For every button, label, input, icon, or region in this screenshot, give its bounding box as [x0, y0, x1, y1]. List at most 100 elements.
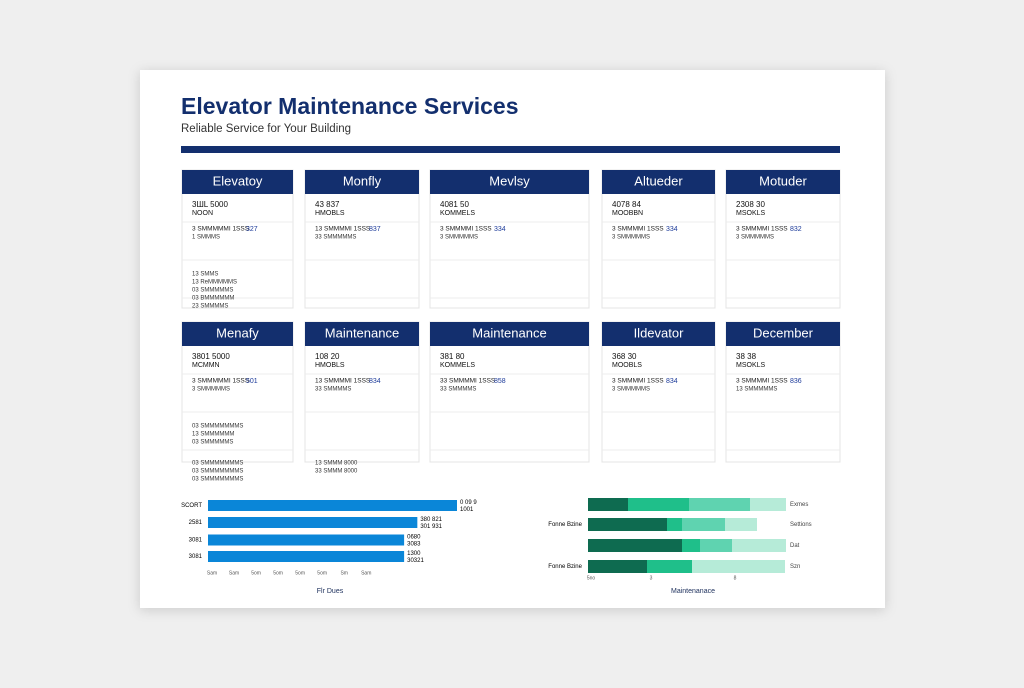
stack-segment [692, 560, 785, 573]
card-item: 13 SMMMMMS [736, 387, 777, 393]
card-item: 13 SMMMMMM [192, 432, 234, 438]
card-lead: 3 SMMMMI 1SSS [736, 226, 788, 233]
card-item: 03 SMMMMMMMS [192, 477, 243, 483]
card-lead: 3 SMMMMI 1SSS [736, 378, 788, 385]
stack-right-label: Settions [790, 522, 812, 528]
x-tick-label: 5om [251, 570, 261, 576]
stack-segment [588, 539, 682, 552]
card-label: KOMMELS [440, 210, 475, 217]
card-item: 03 SMMMMMS [192, 288, 233, 294]
card-code: 38 38 [736, 352, 757, 361]
stack-segment [588, 498, 628, 511]
card-amount: 834 [369, 378, 381, 385]
stack-segment [682, 518, 725, 531]
card-item: 03 SMMMMMS [192, 440, 233, 446]
card-item: 33 SMMM 8000 [315, 469, 358, 475]
card-header [602, 170, 715, 194]
card-title: Mevlsy [489, 173, 530, 188]
card-header [182, 170, 293, 194]
x-tick-label: 3 [650, 575, 653, 581]
card-title: Ildevator [634, 325, 685, 340]
bar-category: 3081 [189, 554, 203, 560]
card-title: Elevatoy [213, 173, 263, 188]
card-code: 2308 30 [736, 200, 765, 209]
card-header [182, 322, 293, 346]
bar-category: SCORT [181, 503, 202, 509]
rule [181, 146, 840, 153]
card-amount: 501 [246, 378, 258, 385]
stack-category: Fonne Bzine [548, 522, 582, 528]
card-code: 3801 5000 [192, 352, 230, 361]
card-header [305, 170, 419, 194]
card-item: 3 SMMMMMS [612, 235, 650, 241]
card-item: 3 SMMMMMS [736, 235, 774, 241]
card-item: 03 SMMMMMMMS [192, 469, 243, 475]
x-tick-label: 5om [273, 570, 283, 576]
card-lead: 3 SMMMMI 1SSS [612, 378, 664, 385]
card-item: 03 BMMMMMM [192, 296, 234, 302]
bar-annotation: 3083 [407, 542, 421, 548]
card-item: 3 SMMMMMS [440, 235, 478, 241]
bar [208, 500, 457, 511]
x-tick-label: 5om [317, 570, 327, 576]
card-header [305, 322, 419, 346]
card-title: December [753, 325, 814, 340]
card-label: MSOKLS [736, 210, 766, 217]
card-code: 4078 84 [612, 200, 641, 209]
stack-right-label: Szn [790, 564, 800, 570]
card-amount: 837 [369, 226, 381, 233]
card-lead: 3 SMMMMMI 1SSS [192, 378, 250, 385]
stack-segment [689, 498, 750, 511]
x-axis-label: Maintenanace [671, 588, 715, 595]
card-amount: 834 [666, 378, 678, 385]
stack-segment [682, 539, 700, 552]
card-item: 1 SMMMS [192, 235, 220, 241]
x-tick-label: Sm [340, 570, 348, 576]
bar-annotation: 0680 [407, 535, 421, 541]
stack-segment [725, 518, 757, 531]
stack-segment [588, 518, 667, 531]
card-amount: 836 [790, 378, 802, 385]
stack-right-label: Dat [790, 543, 800, 549]
card-item: 3 SMMMMMS [612, 387, 650, 393]
subtitle: Reliable Service for Your Building [181, 123, 351, 135]
card-title: Menafy [216, 325, 259, 340]
x-tick-label: Sam [361, 570, 371, 576]
card-amount: 334 [666, 226, 678, 233]
card-item: 13 ReMMMMMS [192, 280, 237, 286]
card-title: Maintenance [325, 325, 399, 340]
card-lead: 3 SMMMMI 1SSS [612, 226, 664, 233]
card-item: 33 SMMMMS [315, 387, 351, 393]
x-tick-label: 8 [734, 575, 737, 581]
card-label: MCMMN [192, 362, 220, 369]
card-item: 13 SMMS [192, 272, 218, 278]
bar-category: 2581 [189, 520, 203, 526]
card-code: 3ШL 5000 [192, 200, 229, 209]
bar-annotation: 30321 [407, 558, 424, 564]
bar [208, 517, 418, 528]
bar-annotation: 1001 [460, 507, 474, 513]
stack-segment [750, 498, 786, 511]
x-tick-label: Sam [229, 570, 239, 576]
bar-annotation: 1300 [407, 551, 421, 557]
x-tick-label: 5om [295, 570, 305, 576]
bar-annotation: 0 09 9 [460, 500, 477, 506]
card-title: Maintenance [472, 325, 546, 340]
card-lead: 33 SMMMMI 1SSS [440, 378, 496, 385]
card-title: Monfly [343, 173, 382, 188]
card-header [430, 170, 589, 194]
x-axis-label: Flr Dues [317, 588, 344, 595]
card-title: Altueder [634, 173, 683, 188]
